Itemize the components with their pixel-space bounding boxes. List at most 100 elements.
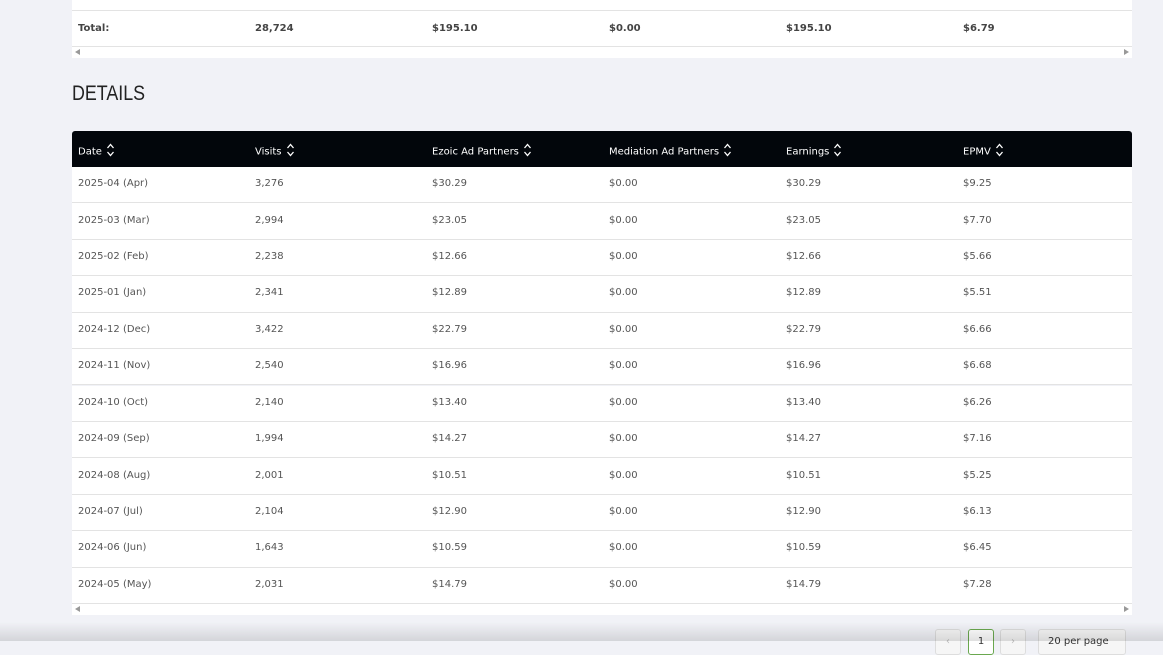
table-row [72, 567, 1132, 604]
prev-page[interactable]: ‹ [935, 629, 961, 655]
table-cell: $12.89 [786, 287, 821, 299]
column-header[interactable]: Date [78, 143, 114, 160]
total-cell: $0.00 [609, 23, 641, 34]
scroll-right[interactable] [1124, 606, 1129, 612]
table-cell: $30.29 [432, 178, 467, 190]
table-cell: 3,422 [255, 323, 284, 335]
column-header[interactable]: Visits [255, 143, 294, 160]
table-cell: 2025-01 (Jan) [78, 287, 147, 299]
table-cell: $22.79 [786, 323, 821, 335]
table-cell: $0.00 [609, 287, 638, 299]
column-header[interactable]: Earnings [786, 143, 842, 160]
column-label[interactable]: Ezoic Ad Partners [432, 146, 519, 158]
table-cell: $0.00 [609, 469, 638, 481]
table-cell: 2,031 [255, 578, 284, 590]
table-cell: $13.40 [786, 396, 821, 408]
table-cell: $30.29 [786, 178, 821, 190]
table-cell: $16.96 [432, 360, 467, 372]
sort-icon[interactable] [523, 143, 531, 160]
table-cell: $12.90 [432, 505, 467, 517]
column-label[interactable]: Earnings [786, 146, 830, 158]
table-cell: 3,276 [255, 178, 284, 190]
table-cell: $7.70 [963, 214, 992, 226]
column-label[interactable]: Date [78, 146, 102, 158]
table-cell: $0.00 [609, 433, 638, 445]
table-row [72, 458, 1132, 495]
table-row [72, 276, 1132, 313]
table-cell: $16.96 [786, 360, 821, 372]
table-cell: $12.66 [786, 251, 821, 263]
scroll-left[interactable] [75, 606, 80, 612]
table-cell: $0.00 [609, 214, 638, 226]
table-cell: $12.90 [786, 505, 821, 517]
column-label[interactable]: Visits [255, 146, 282, 158]
table-row [72, 312, 1132, 350]
table-cell: 2,540 [255, 360, 284, 372]
table-cell: $6.45 [963, 542, 992, 554]
table-cell: $9.25 [963, 178, 992, 190]
sort-icon[interactable] [106, 143, 114, 160]
table-cell: $0.00 [609, 578, 638, 590]
table-cell: $6.68 [963, 360, 992, 372]
total-cell: 28,724 [255, 23, 294, 34]
table-cell: 1,643 [255, 542, 284, 554]
table-cell: $6.13 [963, 505, 992, 517]
table-cell: 1,994 [255, 433, 284, 445]
table-cell: $23.05 [432, 214, 467, 226]
sort-icon[interactable] [995, 143, 1003, 160]
table-cell: $14.27 [786, 433, 821, 445]
table-cell: 2024-09 (Sep) [78, 433, 150, 445]
column-label[interactable]: Mediation Ad Partners [609, 146, 720, 158]
table-cell: $10.59 [786, 542, 821, 554]
column-header[interactable]: Ezoic Ad Partners [432, 143, 531, 160]
table-cell: $0.00 [609, 505, 638, 517]
table-cell: 2,994 [255, 214, 284, 226]
per-page-select[interactable]: 20 per page [1038, 629, 1126, 655]
next-page[interactable]: › [1000, 629, 1026, 655]
column-label[interactable]: EPMV [963, 146, 991, 158]
scrollbar[interactable] [72, 47, 1132, 58]
totals-card [72, 0, 1132, 58]
table-cell: $14.79 [786, 578, 821, 590]
table-cell: 2,104 [255, 505, 284, 517]
sort-icon[interactable] [724, 143, 732, 160]
table-row [72, 167, 1132, 204]
total-label: Total: [78, 23, 110, 34]
table-cell: $0.00 [609, 396, 638, 408]
sort-icon[interactable] [834, 143, 842, 160]
table-cell: $6.26 [963, 396, 992, 408]
table-cell: 2024-10 (Oct) [78, 396, 149, 408]
row-border [72, 46, 1132, 47]
table-cell: $14.79 [432, 578, 467, 590]
table-header: Date Visits Ezoic Ad Partners Mediation Ad … [72, 131, 1132, 167]
scroll-right[interactable] [1124, 49, 1129, 55]
total-cell: $195.10 [432, 23, 478, 34]
table-cell: $0.00 [609, 542, 638, 554]
table-cell: 2024-12 (Dec) [78, 323, 151, 335]
table-cell: $6.66 [963, 323, 992, 335]
table-cell: 2024-08 (Aug) [78, 469, 151, 481]
table-cell: $0.00 [609, 360, 638, 372]
total-cell: $6.79 [963, 23, 995, 34]
column-header[interactable]: Mediation Ad Partners [609, 143, 732, 160]
table-cell: 2025-04 (Apr) [78, 178, 149, 190]
table-cell: 2,341 [255, 287, 284, 299]
scrollbar[interactable] [72, 604, 1132, 615]
table-cell: 2024-05 (May) [78, 578, 152, 590]
table-cell: $12.66 [432, 251, 467, 263]
current-page[interactable]: 1 [968, 629, 994, 655]
scroll-left[interactable] [75, 49, 80, 55]
row-border [72, 10, 1132, 11]
table-cell: $10.51 [786, 469, 821, 481]
column-header[interactable]: EPMV [963, 143, 1003, 160]
table-cell: $14.27 [432, 433, 467, 445]
table-row [72, 239, 1132, 277]
table-cell: 2025-02 (Feb) [78, 251, 149, 263]
table-row [72, 421, 1132, 459]
table-cell: $13.40 [432, 396, 467, 408]
table-cell: $5.66 [963, 251, 992, 263]
sort-icon[interactable] [286, 143, 294, 160]
table-cell: $0.00 [609, 251, 638, 263]
